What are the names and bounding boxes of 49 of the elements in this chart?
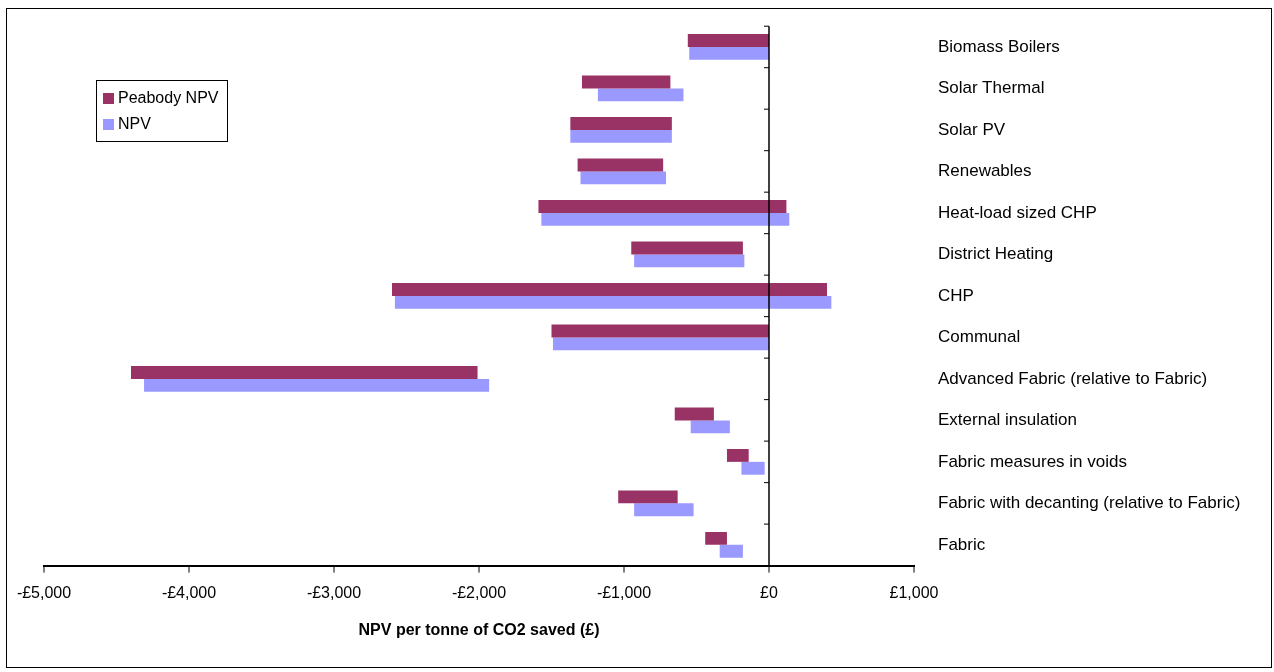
y-tick-label: Communal bbox=[938, 327, 1021, 347]
y-tick-label: CHP bbox=[938, 285, 974, 305]
bar bbox=[581, 75, 671, 89]
bar bbox=[597, 88, 684, 102]
y-tick-label: Fabric bbox=[938, 534, 986, 554]
bar bbox=[689, 46, 769, 60]
y-tick-label: Solar Thermal bbox=[938, 78, 1045, 98]
y-tick-label: Renewables bbox=[938, 161, 1032, 181]
bar bbox=[705, 531, 727, 545]
x-tick-label: £0 bbox=[760, 583, 778, 601]
x-tick-label: -£4,000 bbox=[161, 583, 217, 601]
bar bbox=[580, 171, 667, 185]
bar bbox=[144, 378, 490, 392]
bar bbox=[634, 254, 745, 268]
bar bbox=[634, 503, 694, 517]
bar bbox=[687, 34, 769, 47]
x-tick-label: -£1,000 bbox=[596, 583, 652, 601]
bar bbox=[741, 461, 765, 475]
bar bbox=[131, 366, 478, 379]
bar bbox=[719, 544, 743, 558]
bar bbox=[570, 129, 672, 143]
x-tick-label: £1,000 bbox=[889, 583, 939, 601]
bar bbox=[690, 420, 730, 434]
y-tick-label: District Heating bbox=[938, 244, 1054, 264]
y-tick-label: Heat-load sized CHP bbox=[938, 202, 1097, 222]
bar bbox=[618, 490, 678, 504]
y-tick-label: Fabric with decanting (relative to Fabric) bbox=[938, 493, 1241, 513]
y-tick-label: Advanced Fabric (relative to Fabric) bbox=[938, 368, 1208, 388]
legend-label: NPV bbox=[117, 114, 152, 134]
bar bbox=[541, 212, 790, 226]
bar bbox=[394, 295, 832, 309]
legend-label: Peabody NPV bbox=[117, 88, 219, 108]
bar bbox=[552, 337, 769, 351]
bar bbox=[570, 117, 672, 130]
x-axis-title: NPV per tonne of CO2 saved (£) bbox=[358, 620, 600, 638]
y-tick-label: External insulation bbox=[938, 410, 1077, 430]
x-tick-label: -£3,000 bbox=[306, 583, 362, 601]
y-tick-label: Solar PV bbox=[938, 119, 1006, 139]
bar bbox=[631, 241, 743, 255]
bar bbox=[392, 283, 827, 296]
x-tick-label: -£2,000 bbox=[451, 583, 507, 601]
bar bbox=[577, 158, 664, 172]
y-tick-label: Fabric measures in voids bbox=[938, 451, 1127, 471]
bar bbox=[726, 449, 749, 462]
y-tick-label: Biomass Boilers bbox=[938, 36, 1060, 56]
bar bbox=[674, 407, 714, 421]
x-tick-label: -£5,000 bbox=[16, 583, 72, 601]
bar bbox=[551, 324, 769, 338]
bar bbox=[538, 200, 787, 213]
